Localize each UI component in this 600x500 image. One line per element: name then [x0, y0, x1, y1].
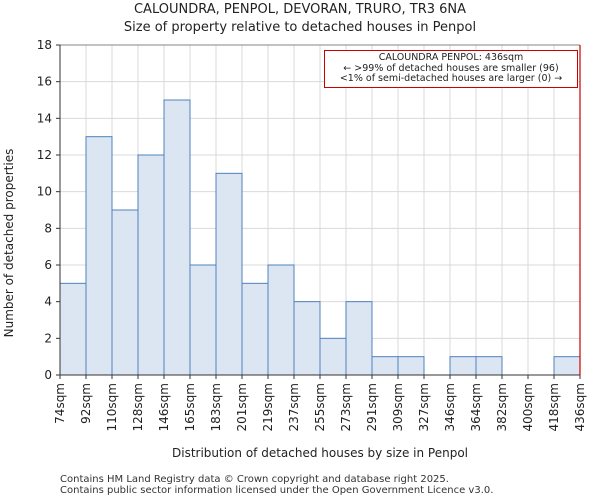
x-tick-label: 418sqm: [547, 383, 561, 431]
chart-title: CALOUNDRA, PENPOL, DEVORAN, TRURO, TR3 6…: [133, 2, 467, 17]
histogram-bar: [215, 172, 243, 376]
x-tick-label: 110sqm: [105, 383, 119, 431]
x-tick-label: 165sqm: [183, 383, 197, 431]
histogram-bar: [475, 356, 503, 376]
x-tick-label: 291sqm: [365, 383, 379, 431]
y-tick-label: 6: [44, 258, 52, 272]
x-tick-label: 400sqm: [521, 383, 535, 431]
chart-subtitle: Size of property relative to detached ho…: [123, 20, 477, 35]
x-tick-label: 382sqm: [495, 383, 509, 431]
x-tick-label: 255sqm: [313, 383, 327, 431]
x-tick-label: 273sqm: [339, 383, 353, 431]
footer-copyright: Contains HM Land Registry data © Crown c…: [60, 474, 449, 485]
x-tick-label: 74sqm: [53, 383, 67, 424]
property-annotation-box: CALOUNDRA PENPOL: 436sqm ← >99% of detac…: [324, 50, 578, 88]
y-tick-label: 12: [37, 148, 52, 162]
annotation-line-3: <1% of semi-detached houses are larger (…: [339, 73, 563, 84]
x-tick-label: 327sqm: [417, 383, 431, 431]
y-tick-label: 2: [44, 331, 52, 345]
x-tick-label: 309sqm: [391, 383, 405, 431]
x-tick-label: 92sqm: [79, 383, 93, 424]
x-tick-label: 201sqm: [235, 383, 249, 431]
bars: [59, 99, 581, 376]
x-axis-label: Distribution of detached houses by size …: [172, 446, 468, 460]
histogram-bar: [59, 282, 87, 376]
x-tick-label: 364sqm: [469, 383, 483, 431]
y-tick-label: 0: [44, 368, 52, 382]
y-tick-label: 8: [44, 221, 52, 235]
histogram-bar: [293, 301, 321, 376]
histogram-bar: [371, 356, 399, 376]
x-tick-label: 128sqm: [131, 383, 145, 431]
x-tick-label: 146sqm: [157, 383, 171, 431]
histogram-bar: [163, 99, 191, 376]
footer-licence: Contains public sector information licen…: [60, 485, 494, 496]
histogram-chart: 0 2 4 6 8 10 12 14 16 18 74sqm 92sqm 110sqm 128sqm 146…: [2, 38, 587, 460]
histogram-bar: [85, 136, 113, 376]
histogram-bar: [137, 154, 165, 376]
axes: 0 2 4 6 8 10 12 14 16 18 74sqm 92sqm 110sqm 128sqm 146…: [37, 38, 587, 431]
histogram-bar: [267, 264, 295, 376]
y-tick-label: 18: [37, 38, 52, 52]
histogram-bar: [553, 356, 581, 376]
histogram-bar: [319, 337, 347, 376]
x-tick-label: 237sqm: [287, 383, 301, 431]
y-tick-label: 10: [37, 185, 52, 199]
y-tick-label: 16: [37, 75, 52, 89]
histogram-bar: [345, 301, 373, 376]
x-tick-label: 346sqm: [443, 383, 457, 431]
x-tick-label: 436sqm: [573, 383, 587, 431]
x-tick-label: 183sqm: [209, 383, 223, 431]
histogram-bar: [111, 209, 139, 376]
x-tick-label: 219sqm: [261, 383, 275, 431]
y-tick-label: 14: [37, 111, 52, 125]
histogram-bar: [449, 356, 477, 376]
annotation-line-2: ← >99% of detached houses are smaller (9…: [343, 62, 559, 74]
y-tick-label: 4: [44, 295, 52, 309]
histogram-bar: [241, 282, 269, 376]
histogram-bar: [397, 356, 425, 376]
annotation-line-1: CALOUNDRA PENPOL: 436sqm: [378, 52, 524, 63]
histogram-bar: [189, 264, 217, 376]
y-axis-label: Number of detached properties: [2, 149, 16, 338]
